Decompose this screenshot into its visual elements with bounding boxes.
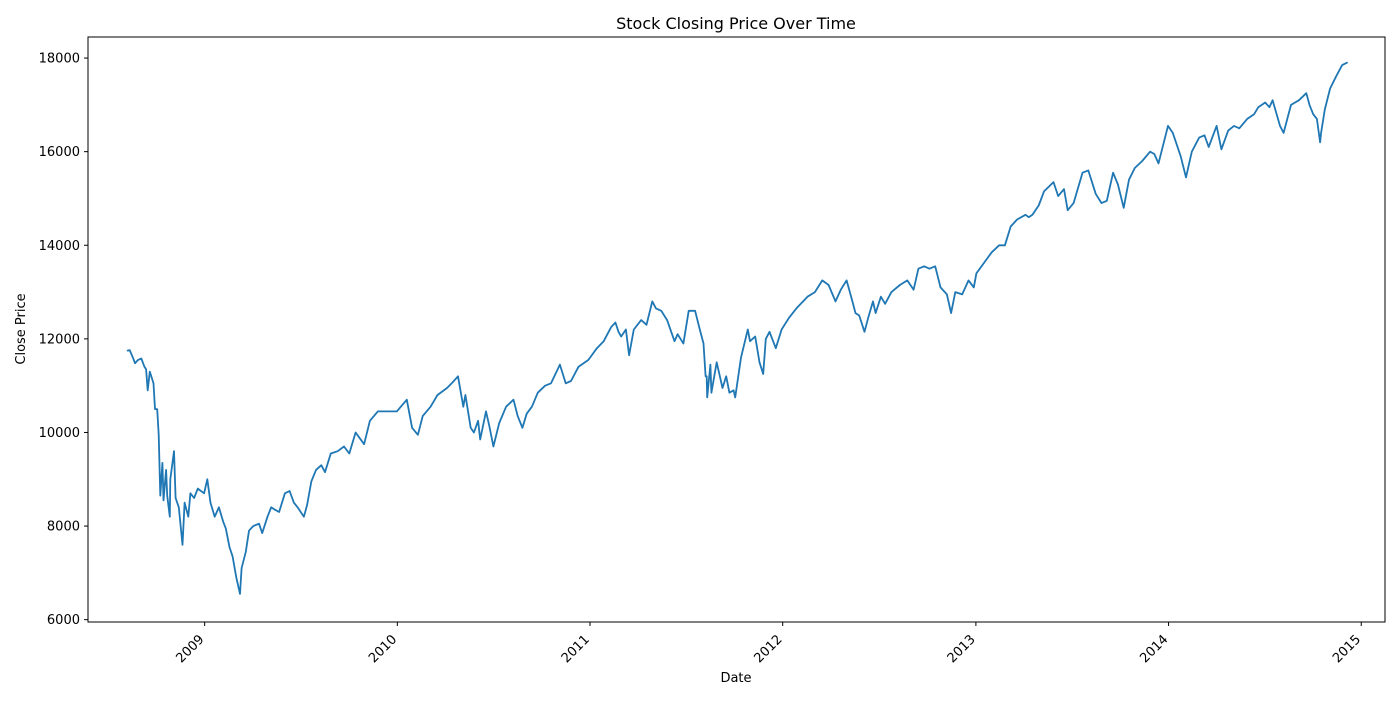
y-tick-label: 18000 — [39, 52, 80, 67]
chart-title: Stock Closing Price Over Time — [616, 14, 856, 33]
y-tick-label: 14000 — [39, 239, 80, 254]
x-axis-label: Date — [720, 671, 751, 686]
x-tick-label: 2011 — [559, 632, 593, 666]
y-tick-label: 8000 — [47, 520, 80, 535]
y-axis: 6000 8000 10000 12000 14000 16000 18000 — [39, 52, 88, 628]
plot-frame — [87, 36, 1386, 623]
x-tick-label: 2009 — [173, 632, 207, 666]
x-tick-label: 2010 — [366, 632, 400, 666]
y-tick-label: 10000 — [39, 426, 80, 441]
x-tick-label: 2014 — [1137, 632, 1171, 666]
y-tick-label: 6000 — [47, 613, 80, 628]
x-axis: 2009 2010 2011 2012 2013 2014 2015 — [173, 622, 1364, 666]
price-series-line — [126, 61, 1348, 595]
y-tick-label: 12000 — [39, 332, 80, 347]
x-tick-label: 2012 — [752, 632, 786, 666]
x-tick-label: 2013 — [945, 632, 979, 666]
plot-area — [126, 61, 1348, 595]
y-axis-label: Close Price — [14, 293, 29, 364]
y-tick-label: 16000 — [39, 145, 80, 160]
x-tick-label: 2015 — [1330, 632, 1364, 666]
